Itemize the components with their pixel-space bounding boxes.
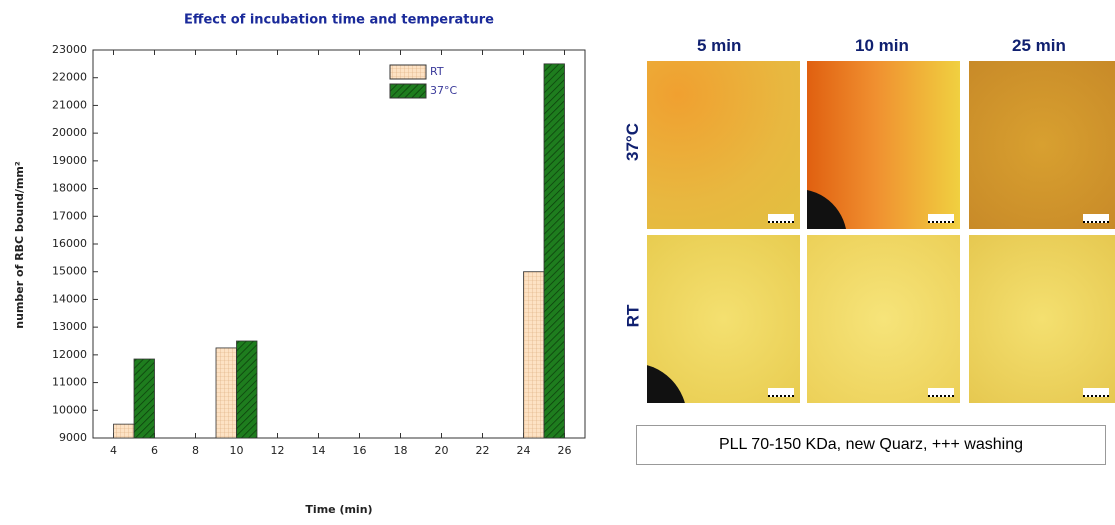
x-tick-label: 14 xyxy=(312,444,326,457)
x-tick-label: 16 xyxy=(353,444,367,457)
caption: PLL 70-150 KDa, new Quarz, +++ washing xyxy=(636,425,1106,465)
row-label: RT xyxy=(623,304,643,328)
x-axis-label: Time (min) xyxy=(305,503,372,516)
legend-label: RT xyxy=(430,65,444,78)
y-tick-label: 13000 xyxy=(52,320,87,333)
x-tick-label: 22 xyxy=(476,444,490,457)
legend-swatch xyxy=(389,64,427,80)
y-tick-label: 23000 xyxy=(52,43,87,56)
column-label: 25 min xyxy=(1012,36,1066,55)
y-axis-label: number of RBC bound/mm² xyxy=(13,161,26,329)
x-tick-label: 8 xyxy=(192,444,199,457)
micrograph xyxy=(807,61,960,229)
y-tick-label: 17000 xyxy=(52,209,87,222)
micrograph xyxy=(807,235,960,403)
y-tick-label: 19000 xyxy=(52,154,87,167)
y-tick-label: 18000 xyxy=(52,182,87,195)
bar xyxy=(543,63,565,439)
y-tick-label: 9000 xyxy=(59,431,87,444)
x-tick-label: 12 xyxy=(271,444,285,457)
y-tick-label: 12000 xyxy=(52,348,87,361)
y-tick-label: 20000 xyxy=(52,126,87,139)
micrograph xyxy=(969,235,1115,403)
micrograph xyxy=(647,235,800,403)
x-tick-label: 6 xyxy=(151,444,158,457)
chart-title: Effect of incubation time and temperatur… xyxy=(184,13,494,28)
legend-swatch xyxy=(389,83,427,99)
x-tick-label: 24 xyxy=(517,444,531,457)
x-tick-label: 20 xyxy=(435,444,449,457)
bar xyxy=(133,358,155,439)
bar xyxy=(236,340,258,439)
y-tick-label: 21000 xyxy=(52,98,87,111)
column-label: 10 min xyxy=(855,36,909,55)
column-label: 5 min xyxy=(697,36,742,55)
x-tick-label: 18 xyxy=(394,444,408,457)
x-tick-label: 10 xyxy=(230,444,244,457)
chart: Effect of incubation time and temperatur… xyxy=(13,13,586,516)
y-tick-label: 16000 xyxy=(52,237,87,250)
micrograph xyxy=(647,61,800,229)
y-tick-label: 15000 xyxy=(52,265,87,278)
bar xyxy=(215,347,237,439)
y-tick-label: 14000 xyxy=(52,292,87,305)
y-tick-label: 22000 xyxy=(52,71,87,84)
bar xyxy=(523,271,545,439)
x-tick-label: 26 xyxy=(558,444,572,457)
plot-frame xyxy=(92,49,586,439)
row-label: 37°C xyxy=(622,123,642,161)
y-tick-label: 11000 xyxy=(52,376,87,389)
micrograph xyxy=(969,61,1115,229)
y-tick-label: 10000 xyxy=(52,403,87,416)
legend-label: 37°C xyxy=(430,84,457,97)
bar xyxy=(113,423,135,439)
x-tick-label: 4 xyxy=(110,444,117,457)
